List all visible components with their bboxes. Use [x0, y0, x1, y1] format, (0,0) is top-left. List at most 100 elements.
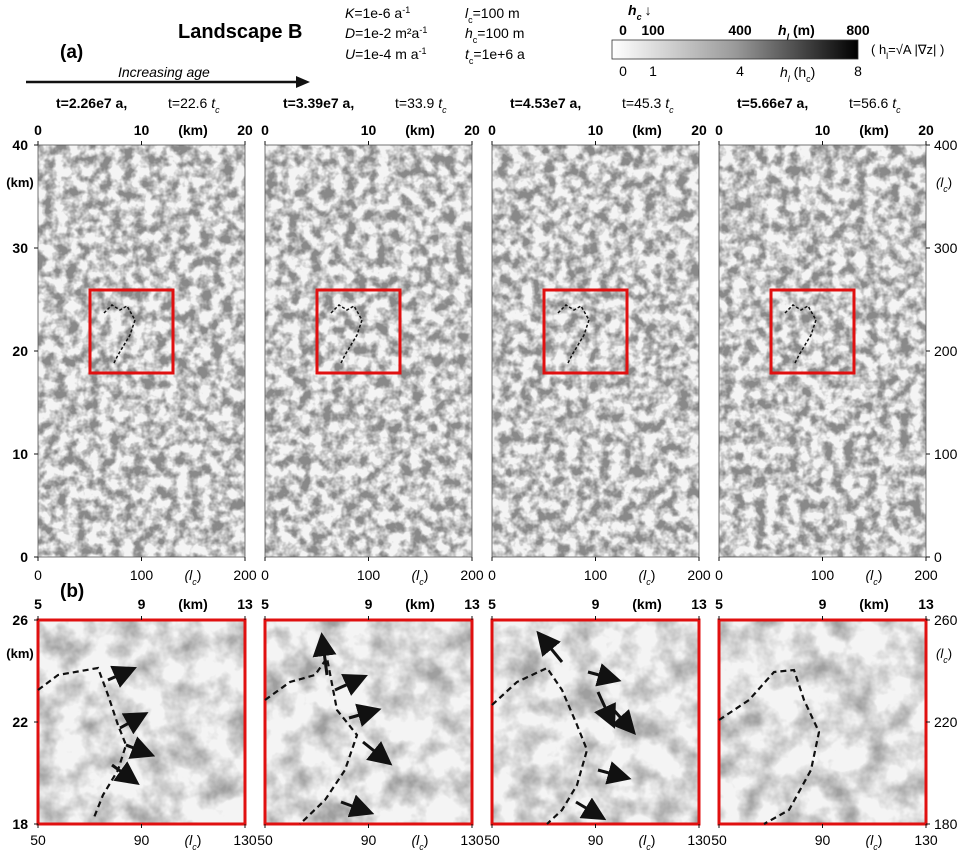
- bottom-axis-unit: (lc): [185, 567, 202, 587]
- migration-arrow: [587, 663, 622, 687]
- drainage-divide: [103, 304, 136, 364]
- drainage-divide: [718, 668, 821, 825]
- bottom-tick-label: 50: [257, 832, 273, 848]
- terrain-texture: [38, 145, 245, 557]
- param-k: K=1e-6 a-1: [345, 5, 410, 21]
- bottom-axis-unit: (lc): [412, 832, 429, 851]
- migration-arrow: [111, 761, 140, 786]
- row-b-axes: 5 50 9 90 13 130 (km) (lc) 5 50 9 90 13 130 (km) (lc) 5 5…: [6, 596, 957, 851]
- top-tick-label: 20: [918, 122, 934, 138]
- right-tick-label: 400: [934, 137, 958, 153]
- map-panel-a-1: [37, 144, 246, 558]
- migration-arrow: [594, 691, 616, 729]
- panel-time-absolute: t=4.53e7 a,: [510, 95, 581, 111]
- right-axis-unit: (lc): [936, 646, 952, 665]
- bottom-tick-label: 0: [34, 567, 42, 583]
- top-tick-label: 20: [464, 122, 480, 138]
- bottom-axis-unit: (lc): [185, 832, 202, 851]
- migration-arrow: [348, 703, 382, 727]
- bottom-axis-unit: (lc): [412, 567, 429, 587]
- top-tick-label: 13: [237, 596, 253, 612]
- zoom-panel-b-1: [36, 618, 247, 826]
- row-a-maps: [37, 144, 927, 558]
- top-tick-label: 5: [488, 596, 496, 612]
- bottom-tick-label: 130: [687, 832, 711, 848]
- migration-arrow: [107, 665, 137, 688]
- colorbar-bottom-tick: 4: [736, 63, 744, 79]
- right-tick-label: 260: [934, 612, 958, 628]
- top-tick-label: 5: [34, 596, 42, 612]
- bottom-tick-label: 0: [715, 567, 723, 583]
- bottom-tick-label: 90: [361, 832, 377, 848]
- colorbar-formula: ( hl=√A |∇z| ): [871, 42, 944, 61]
- panel-time-relative: t=22.6 tc: [168, 95, 220, 115]
- colorbar-top-label: hl (m): [778, 22, 815, 42]
- top-tick-label: 13: [691, 596, 707, 612]
- figure-title: Landscape B: [178, 21, 302, 43]
- top-tick-label: 13: [464, 596, 480, 612]
- row-b-maps: [36, 618, 928, 826]
- param-hc: hc=100 m: [465, 25, 524, 45]
- left-axis-unit: (km): [6, 175, 33, 190]
- top-tick-label: 20: [237, 122, 253, 138]
- inset-box: [542, 288, 629, 375]
- migration-arrow: [575, 797, 607, 821]
- colorbar-top-tick: 800: [846, 22, 870, 38]
- terrain-texture: [719, 145, 926, 557]
- age-arrow-label: Increasing age: [118, 64, 210, 80]
- right-axis-unit: (lc): [936, 175, 952, 194]
- inset-box: [88, 288, 175, 375]
- bottom-tick-label: 100: [130, 567, 154, 583]
- panel-a-label: (a): [60, 42, 83, 63]
- bottom-tick-label: 200: [460, 567, 484, 583]
- bottom-axis-unit: (lc): [866, 832, 883, 851]
- param-lc: lc=100 m: [465, 5, 520, 25]
- map-panel-a-3: [491, 144, 700, 558]
- zoom-panel-b-3: [490, 618, 701, 826]
- drainage-divide: [784, 304, 817, 364]
- right-tick-label: 180: [934, 816, 958, 832]
- left-tick-label: 26: [12, 612, 28, 628]
- top-axis-unit: (km): [632, 596, 662, 612]
- bottom-tick-label: 130: [460, 832, 484, 848]
- top-tick-label: 0: [34, 122, 42, 138]
- top-tick-label: 10: [588, 122, 604, 138]
- drainage-divide: [330, 304, 363, 364]
- bottom-tick-label: 90: [815, 832, 831, 848]
- param-d: D=1e-2 m²a-1: [345, 25, 427, 41]
- top-tick-label: 9: [592, 596, 600, 612]
- colorbar-top-tick: 400: [728, 22, 752, 38]
- colorbar-bottom-tick: 0: [619, 63, 627, 79]
- bottom-tick-label: 100: [584, 567, 608, 583]
- terrain-texture: [492, 620, 699, 824]
- colorbar-top-tick: 100: [641, 22, 665, 38]
- left-tick-label: 18: [12, 816, 28, 832]
- zoom-panel-b-4: [717, 618, 928, 826]
- bottom-axis-unit: (lc): [639, 832, 656, 851]
- panel-time-relative: t=56.6 tc: [849, 95, 901, 115]
- left-tick-label: 30: [12, 240, 28, 256]
- top-axis-unit: (km): [859, 122, 889, 138]
- bottom-tick-label: 50: [484, 832, 500, 848]
- top-tick-label: 9: [819, 596, 827, 612]
- panel-time-absolute: t=3.39e7 a,: [283, 95, 354, 111]
- drainage-divide: [37, 666, 128, 821]
- bottom-tick-label: 200: [687, 567, 711, 583]
- bottom-tick-label: 50: [711, 832, 727, 848]
- bottom-tick-label: 100: [811, 567, 835, 583]
- terrain-texture: [38, 620, 245, 824]
- top-tick-label: 10: [361, 122, 377, 138]
- bottom-tick-label: 0: [488, 567, 496, 583]
- migration-arrow: [362, 740, 393, 766]
- top-axis-unit: (km): [178, 122, 208, 138]
- bottom-tick-label: 100: [357, 567, 381, 583]
- right-tick-label: 220: [934, 714, 958, 730]
- migration-arrow: [119, 712, 149, 735]
- zoom-panel-b-2: [263, 618, 474, 826]
- bottom-axis-unit: (lc): [639, 567, 656, 587]
- map-panel-a-4: [718, 144, 927, 558]
- bottom-tick-label: 50: [30, 832, 46, 848]
- bottom-tick-label: 90: [588, 832, 604, 848]
- panel-time-labels: t=2.26e7 a, t=22.6 tc t=3.39e7 a, t=33.9 tc…: [56, 95, 901, 115]
- right-tick-label: 0: [934, 549, 942, 565]
